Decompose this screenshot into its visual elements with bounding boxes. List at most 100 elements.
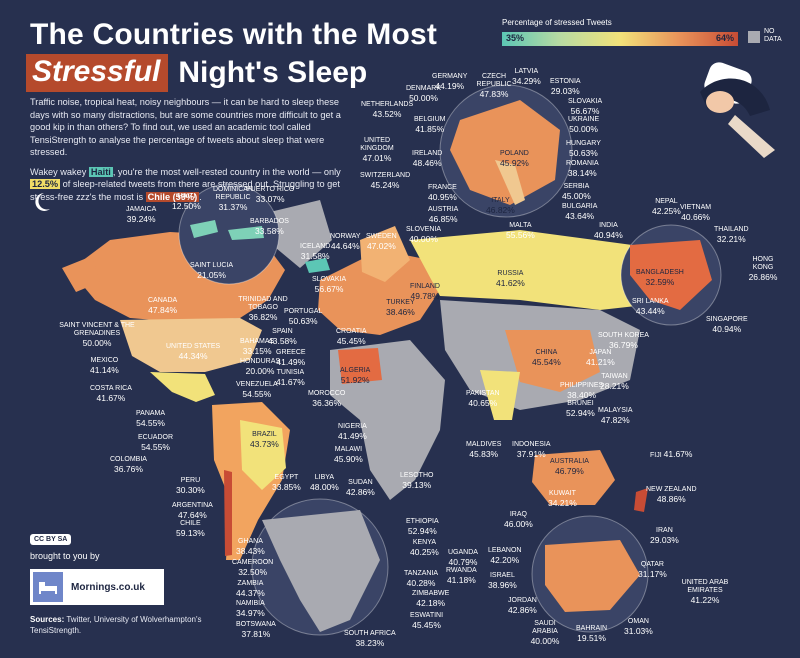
label-fiji: FIJI 41.67% [650, 449, 693, 459]
label-saudi: SAUDI ARABIA 40.00% [530, 620, 560, 646]
label-austria: AUSTRIA 46.85% [428, 206, 459, 224]
label-india: INDIA 40.94% [594, 222, 623, 240]
intro-p2-a: Wakey wakey [30, 166, 89, 177]
label-chile: CHILE 59.13% [176, 520, 205, 538]
zoom-se-asia-land [630, 240, 712, 310]
label-kuwait: KUWAIT 34.21% [548, 490, 577, 508]
sources-label: Sources: [30, 615, 65, 624]
label-pakistan: PAKISTAN 40.65% [466, 390, 500, 408]
label-jamaica: JAMAICA 39.24% [126, 206, 157, 224]
region-algeria [338, 348, 382, 384]
region-newzealand [634, 488, 648, 512]
moon-icon [35, 193, 50, 211]
label-iran: IRAN 29.03% [650, 527, 679, 545]
region-mexico [150, 372, 215, 402]
label-zimbabwe: ZIMBABWE 42.18% [412, 590, 450, 608]
label-israel: ISRAEL 38.96% [488, 572, 517, 590]
label-russia: RUSSIA 41.62% [496, 270, 525, 288]
label-trinidad: TRINIDAD AND TOBAGO 36.82% [238, 296, 288, 322]
label-taiwan: TAIWAN 28.21% [600, 373, 629, 391]
label-italy: ITALY 46.82% [486, 197, 515, 215]
label-slovakia: SLOVAKIA 56.67% [312, 276, 347, 294]
label-honduras: HONDURAS 20.00% [240, 358, 281, 376]
label-cameroon: CAMEROON 32.50% [232, 559, 274, 577]
label-uganda: UGANDA 40.79% [448, 549, 478, 567]
region-alaska [62, 256, 100, 292]
label-netherlands: NETHERLANDS 43.52% [361, 101, 414, 119]
region-china [505, 330, 600, 392]
sources: Sources: Twitter, University of Wolverha… [30, 614, 220, 636]
legend-max: 64% [715, 33, 734, 43]
intro-haiti: Haiti [88, 166, 113, 177]
label-southkorea: SOUTH KOREA 36.79% [598, 332, 649, 350]
label-malaysia: MALAYSIA 47.82% [598, 407, 633, 425]
region-chile [224, 470, 232, 556]
label-panama: PANAMA 54.55% [136, 410, 166, 428]
label-ecuador: ECUADOR 54.55% [138, 434, 174, 452]
label-colombia: COLOMBIA 36.76% [110, 456, 147, 474]
label-poland: POLAND 45.92% [500, 150, 529, 168]
label-barbados: BARBADOS 33.58% [250, 218, 289, 236]
zoom-middle-east-land [545, 540, 640, 612]
label-eswatini: ESWATINI 45.45% [410, 612, 444, 630]
label-nigeria: NIGERIA 41.49% [338, 423, 367, 441]
label-newzealand: NEW ZEALAND 48.86% [646, 486, 697, 504]
page-title-line2: Stressful Night's Sleep [26, 54, 367, 92]
label-malawi: MALAWI 45.90% [334, 446, 363, 464]
label-indonesia: INDONESIA 37.91% [512, 441, 551, 459]
label-finland: FINLAND 49.78% [410, 283, 440, 301]
label-morocco: MOROCCO 36.36% [308, 390, 346, 408]
label-greece: GREECE 41.49% [276, 349, 306, 367]
label-bahrain: BAHRAIN 19.51% [576, 625, 608, 643]
label-algeria: ALGERIA 51.92% [340, 367, 371, 385]
zoom-europe-italy [495, 160, 525, 205]
label-denmark: DENMARK 50.00% [406, 85, 442, 103]
label-estonia: ESTONIA 29.03% [550, 78, 581, 96]
zoom-caribbean-land [190, 220, 264, 240]
label-haiti: HAITI 12.50% [172, 193, 201, 211]
label-bulgaria: BULGARIA 43.64% [562, 203, 598, 221]
label-ireland: IRELAND 48.46% [412, 150, 443, 168]
label-malta: MALTA 55.56% [506, 222, 535, 240]
intro-chile: Chile (59%) [145, 191, 200, 202]
label-bangladesh: BANGLADESH 32.59% [636, 269, 684, 287]
label-dominican: DOMINICAN REPUBLIC 31.37% [212, 186, 254, 212]
label-namibia: NAMIBIA 34.97% [236, 600, 265, 618]
label-uae: UNITED ARAB EMIRATES 41.22% [681, 579, 729, 605]
region-brazil [240, 420, 286, 490]
brand-logo[interactable]: Mornings.co.uk [30, 569, 164, 605]
label-iraq: IRAQ 46.00% [504, 511, 533, 529]
legend-nodata-swatch [748, 31, 760, 43]
label-belgium: BELGIUM 41.85% [414, 116, 446, 134]
label-botswana: BOTSWANA 37.81% [236, 621, 276, 639]
label-latvia: LATVIA 34.29% [512, 68, 541, 86]
label-germany: GERMANY 44.19% [432, 73, 468, 91]
label-portugal: PORTUGAL 50.63% [284, 308, 323, 326]
label-egypt: EGYPT 33.85% [272, 474, 301, 492]
region-europe [318, 250, 440, 335]
title-rest: Night's Sleep [178, 56, 368, 89]
zoom-africa-land [262, 510, 380, 632]
label-argentina: ARGENTINA 47.64% [172, 502, 213, 520]
label-slovenia: SLOVENIA 40.00% [406, 226, 442, 244]
label-libya: LIBYA 48.00% [310, 474, 339, 492]
zoom-circle-caribbean [178, 183, 280, 285]
label-ukraine: UKRAINE 50.00% [568, 116, 600, 134]
label-czech: CZECH REPUBLIC 47.83% [476, 73, 512, 99]
label-brazil: BRAZIL 43.73% [250, 431, 279, 449]
label-japan: JAPAN 41.21% [586, 349, 615, 367]
label-hungary: HUNGARY 50.63% [566, 140, 601, 158]
label-hongkong: HONG KONG 26.86% [748, 256, 778, 282]
label-nepal: NEPAL 42.25% [652, 198, 681, 216]
title-highlight: Stressful [26, 54, 169, 92]
label-spain: SPAIN 43.58% [268, 328, 297, 346]
intro-text: Traffic noise, tropical heat, noisy neig… [30, 96, 352, 210]
region-iceland [305, 258, 330, 273]
region-scandinavia [360, 226, 410, 282]
label-sudan: SUDAN 42.86% [346, 479, 375, 497]
zoom-europe-land [450, 100, 560, 205]
intro-paragraph-2: Wakey wakey Haiti, you're the most well-… [30, 166, 352, 204]
brand-name: Mornings.co.uk [71, 581, 145, 593]
label-costarica: COSTA RICA 41.67% [90, 385, 132, 403]
label-srilanka: SRI LANKA 43.44% [632, 298, 669, 316]
